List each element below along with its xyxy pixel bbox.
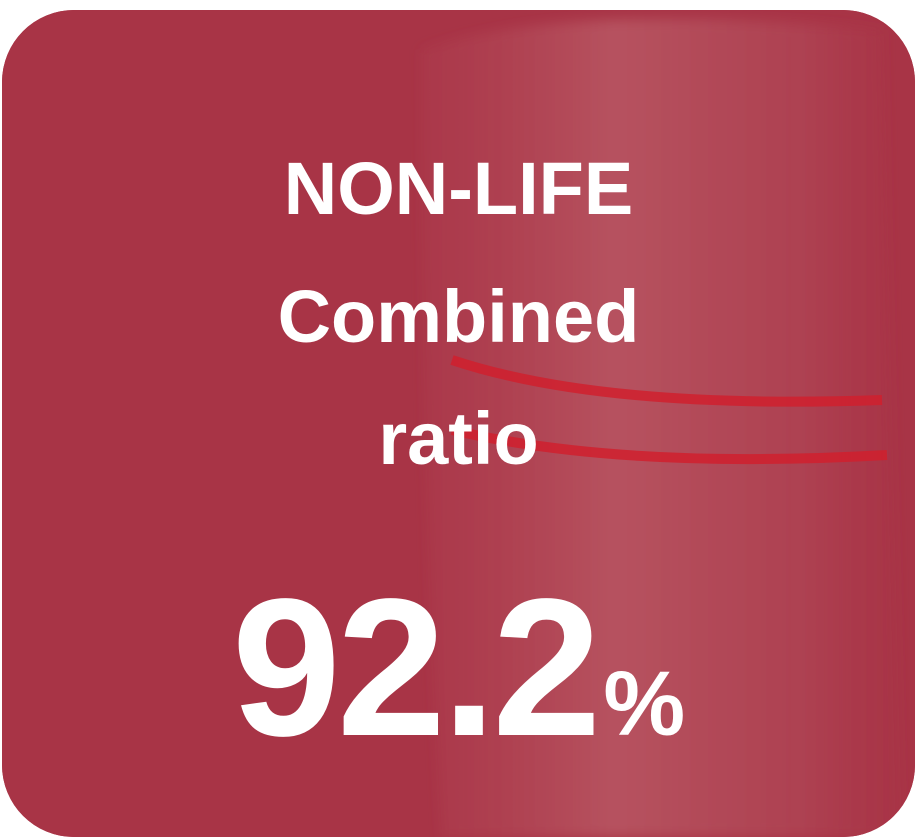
title-line: ratio [2,402,915,476]
page: NON-LIFE Combined ratio 92.2% (() => { c… [0,0,915,837]
value-row: 92.2% [2,570,915,766]
title-line: Combined [2,280,915,354]
title-line: NON-LIFE [2,152,915,226]
unit: % [603,653,685,755]
kpi-card: NON-LIFE Combined ratio 92.2% [2,10,915,837]
value: 92.2 [232,558,597,777]
